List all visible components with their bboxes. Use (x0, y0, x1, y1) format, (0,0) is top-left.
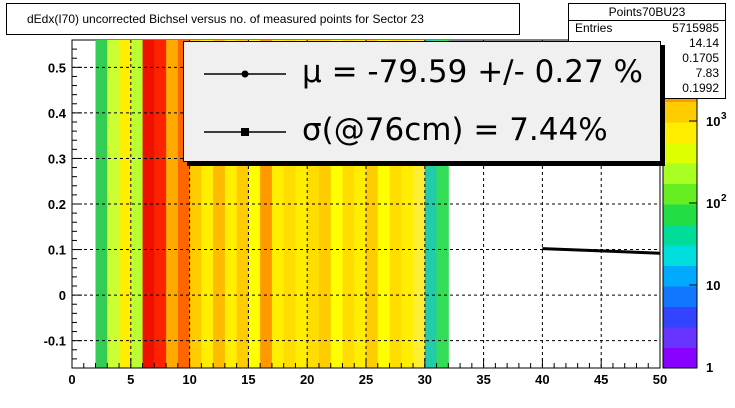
stats-value: 0.1992 (682, 81, 719, 95)
stats-name: Points70BU23 (569, 4, 725, 21)
stats-row: 0.1705 (569, 51, 725, 66)
heatmap-cell (119, 40, 132, 368)
stats-value: 5715985 (672, 21, 719, 35)
x-tick-label: 50 (653, 372, 667, 387)
fit-series-line (542, 247, 661, 255)
heatmap-cell (142, 40, 155, 368)
x-tick-label: 30 (418, 372, 432, 387)
y-tick-label: 0.1 (48, 243, 66, 258)
chart-title: dEdx(I70) uncorrected Bichsel versus no.… (27, 12, 424, 26)
x-tick-label: 40 (535, 372, 549, 387)
x-axis: 0 5 10 15 20 25 30 35 40 45 50 (68, 358, 667, 387)
color-scale-step (663, 142, 697, 164)
heatmap-cell (107, 40, 120, 368)
heatmap-cell (95, 40, 108, 368)
heatmap-cell (130, 40, 144, 368)
color-scale-step (663, 245, 697, 266)
color-scale-step (663, 163, 697, 184)
color-scale-label: 10 (706, 278, 720, 293)
fit-legend: μ = -79.59 +/- 0.27 % σ(@76cm) = 7.44% (183, 41, 661, 162)
stats-row: 7.83 (569, 66, 725, 81)
x-tick-label: 25 (359, 372, 373, 387)
color-scale-step (663, 327, 697, 348)
color-scale-exponent: 2 (721, 193, 727, 204)
stats-value: 0.1705 (682, 51, 719, 65)
x-tick-label: 10 (182, 372, 196, 387)
legend-entry-mean: μ = -79.59 +/- 0.27 % (184, 46, 660, 101)
y-tick-label: 0.2 (48, 197, 66, 212)
y-tick-label: 0.4 (48, 106, 67, 121)
line-dot-marker-icon (204, 70, 286, 78)
stats-value: 14.14 (688, 36, 719, 50)
y-axis: -0.1 0 0.1 0.2 0.3 0.4 0.5 (44, 39, 82, 369)
color-scale-label: 10 (706, 114, 720, 129)
y-tick-label: 0 (59, 288, 66, 303)
x-tick-label: 5 (127, 372, 134, 387)
legend-text-mean: μ = -79.59 +/- 0.27 % (302, 54, 643, 90)
stats-value: 7.83 (695, 66, 719, 80)
y-tick-label: -0.1 (44, 334, 66, 349)
color-scale-step (663, 101, 697, 123)
color-scale-step (663, 306, 697, 328)
color-scale-step (663, 122, 697, 143)
chart-title-box: dEdx(I70) uncorrected Bichsel versus no.… (6, 3, 520, 35)
stats-row: 14.14 (569, 36, 725, 51)
color-scale-step (663, 204, 697, 225)
color-scale-label: 10 (706, 196, 720, 211)
stats-label: Entries (575, 21, 613, 35)
color-scale-step (663, 265, 697, 287)
x-tick-label: 45 (594, 372, 608, 387)
color-scale-step (663, 183, 697, 205)
legend-text-sigma: σ(@76cm) = 7.44% (302, 112, 608, 148)
color-scale-step (663, 286, 697, 307)
heatmap-cell (166, 40, 179, 368)
x-tick-label: 35 (476, 372, 490, 387)
x-tick-label: 20 (300, 372, 314, 387)
color-scale-step (663, 224, 697, 246)
stats-row: 0.1992 (569, 81, 725, 96)
x-tick-label: 15 (241, 372, 255, 387)
y-tick-label: 0.5 (48, 60, 66, 75)
y-tick-label: 0.3 (48, 151, 66, 166)
heatmap-cell (154, 40, 167, 368)
color-scale-label: 1 (706, 360, 713, 375)
line-square-marker-icon (204, 128, 286, 136)
color-scale-exponent: 3 (721, 111, 727, 122)
fit-line (542, 247, 661, 255)
x-tick-label: 0 (68, 372, 75, 387)
legend-entry-sigma: σ(@76cm) = 7.44% (184, 104, 660, 159)
stats-row: Entries 5715985 (569, 21, 725, 36)
color-scale-step (663, 347, 697, 369)
